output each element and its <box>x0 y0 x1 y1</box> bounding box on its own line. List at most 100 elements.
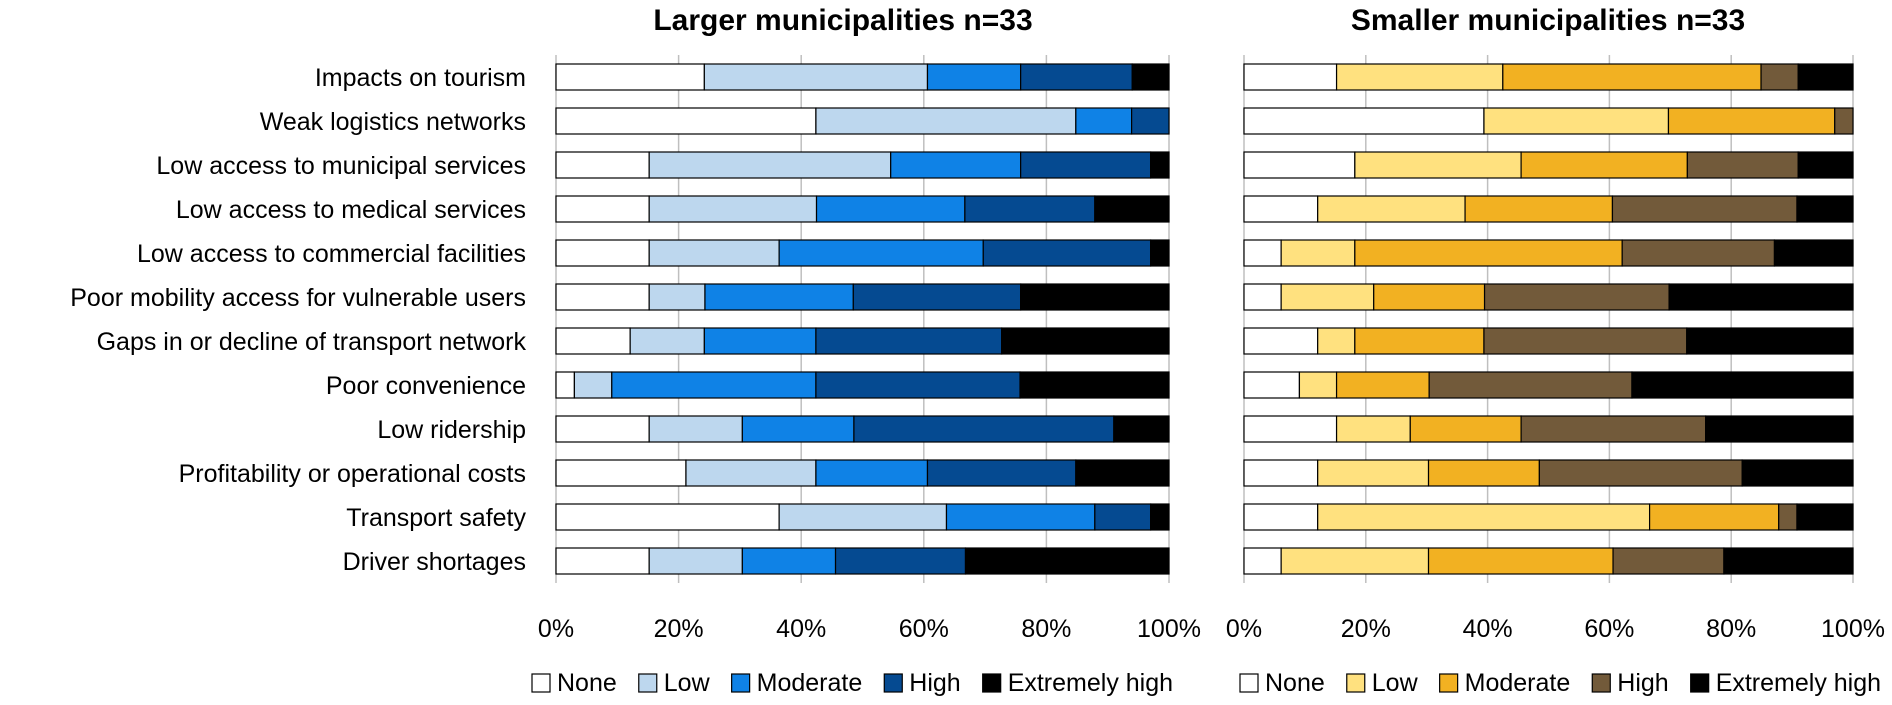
bar-extremely-high-gaps-in-or-decline-of-transport-network <box>1001 327 1170 355</box>
bar-none-gaps-in-or-decline-of-transport-network <box>555 327 631 355</box>
bar-low-low-ridership <box>1335 415 1411 443</box>
bar-moderate-low-access-to-commercial-facilities <box>778 239 984 267</box>
legend-label-none: None <box>557 669 617 697</box>
bar-low-driver-shortages <box>648 547 743 575</box>
x-tick-label: 100% <box>1821 615 1885 643</box>
bar-none-low-access-to-commercial-facilities <box>555 239 650 267</box>
bar-extremely-high-driver-shortages <box>964 547 1170 575</box>
legend-swatch-low <box>638 673 658 693</box>
bar-moderate-driver-shortages <box>741 547 837 575</box>
legend-label-extremely-high: Extremely high <box>1716 669 1881 697</box>
bar-none-poor-mobility-access-for-vulnerable-users <box>555 283 650 311</box>
chart-title: Smaller municipalities n=33 <box>1351 4 1745 37</box>
bar-moderate-gaps-in-or-decline-of-transport-network <box>703 327 817 355</box>
bar-low-profitability-or-operational-costs <box>685 459 817 487</box>
bar-none-poor-convenience <box>555 371 575 399</box>
legend-swatch-none <box>531 673 551 693</box>
bar-moderate-transport-safety <box>945 503 1096 531</box>
x-tick-label: 20% <box>1341 615 1391 643</box>
bar-moderate-poor-convenience <box>611 371 817 399</box>
bar-moderate-low-access-to-medical-services <box>815 195 966 223</box>
bar-extremely-high-low-ridership <box>1113 415 1170 443</box>
bar-high-low-ridership <box>1520 415 1707 443</box>
bar-none-gaps-in-or-decline-of-transport-network <box>1243 327 1319 355</box>
bar-low-gaps-in-or-decline-of-transport-network <box>1317 327 1356 355</box>
bar-low-poor-mobility-access-for-vulnerable-users <box>648 283 706 311</box>
bar-moderate-weak-logistics-networks <box>1667 107 1836 135</box>
x-tick-label: 80% <box>1706 615 1756 643</box>
bar-moderate-poor-convenience <box>1335 371 1430 399</box>
bar-high-low-ridership <box>853 415 1115 443</box>
bar-high-gaps-in-or-decline-of-transport-network <box>1483 327 1688 355</box>
legend-swatch-low <box>1346 673 1366 693</box>
bar-moderate-low-access-to-municipal-services <box>1520 151 1688 179</box>
x-tick-label: 100% <box>1137 615 1201 643</box>
bar-extremely-high-profitability-or-operational-costs <box>1075 459 1170 487</box>
bar-low-poor-convenience <box>573 371 613 399</box>
bar-high-gaps-in-or-decline-of-transport-network <box>815 327 1003 355</box>
bar-high-impacts-on-tourism <box>1020 63 1133 91</box>
bar-moderate-weak-logistics-networks <box>1075 107 1133 135</box>
bar-low-impacts-on-tourism <box>703 63 929 91</box>
x-tick-label: 60% <box>1584 615 1634 643</box>
bar-low-low-access-to-medical-services <box>1317 195 1466 223</box>
bar-high-impacts-on-tourism <box>1760 63 1799 91</box>
bar-none-low-ridership <box>1243 415 1338 443</box>
bar-moderate-impacts-on-tourism <box>1502 63 1762 91</box>
bar-moderate-poor-mobility-access-for-vulnerable-users <box>1373 283 1486 311</box>
bar-low-weak-logistics-networks <box>815 107 1077 135</box>
bar-none-low-ridership <box>555 415 650 443</box>
bar-extremely-high-impacts-on-tourism <box>1131 63 1170 91</box>
category-label: Weak logistics networks <box>260 108 526 136</box>
bar-extremely-high-low-access-to-commercial-facilities <box>1150 239 1170 267</box>
bar-none-transport-safety <box>1243 503 1319 531</box>
bar-extremely-high-low-access-to-medical-services <box>1094 195 1170 223</box>
bar-low-low-access-to-medical-services <box>648 195 818 223</box>
legend-label-extremely-high: Extremely high <box>1008 669 1173 697</box>
bar-low-low-access-to-commercial-facilities <box>1280 239 1356 267</box>
bar-low-profitability-or-operational-costs <box>1317 459 1430 487</box>
bar-moderate-low-access-to-commercial-facilities <box>1354 239 1623 267</box>
legend-swatch-moderate <box>1439 673 1459 693</box>
bar-extremely-high-transport-safety <box>1150 503 1170 531</box>
bar-high-low-access-to-medical-services <box>964 195 1096 223</box>
category-label: Low access to municipal services <box>156 152 526 180</box>
category-label: Poor convenience <box>326 372 526 400</box>
bar-none-impacts-on-tourism <box>555 63 705 91</box>
bar-extremely-high-poor-convenience <box>1631 371 1854 399</box>
bar-high-driver-shortages <box>834 547 967 575</box>
bar-extremely-high-impacts-on-tourism <box>1797 63 1854 91</box>
bar-high-transport-safety <box>1094 503 1152 531</box>
bar-moderate-low-access-to-medical-services <box>1464 195 1614 223</box>
bar-high-profitability-or-operational-costs <box>1538 459 1743 487</box>
bar-moderate-low-ridership <box>741 415 855 443</box>
bar-none-low-access-to-commercial-facilities <box>1243 239 1282 267</box>
bar-extremely-high-poor-convenience <box>1019 371 1170 399</box>
legend-label-none: None <box>1265 669 1325 697</box>
bar-moderate-gaps-in-or-decline-of-transport-network <box>1354 327 1485 355</box>
legend-label-moderate: Moderate <box>1465 669 1571 697</box>
bar-low-gaps-in-or-decline-of-transport-network <box>629 327 705 355</box>
bar-low-transport-safety <box>1317 503 1651 531</box>
bar-high-low-access-to-commercial-facilities <box>982 239 1152 267</box>
bar-low-impacts-on-tourism <box>1335 63 1504 91</box>
bar-none-low-access-to-municipal-services <box>1243 151 1356 179</box>
bar-moderate-transport-safety <box>1648 503 1780 531</box>
bar-none-low-access-to-medical-services <box>555 195 650 223</box>
chart-panel-2: Smaller municipalities n=33 0% 20% 40% 60% 80… <box>1226 4 1885 697</box>
bar-none-low-access-to-medical-services <box>1243 195 1319 223</box>
x-tick-label: 40% <box>776 615 826 643</box>
category-label: Poor mobility access for vulnerable user… <box>70 284 526 312</box>
bar-low-poor-mobility-access-for-vulnerable-users <box>1280 283 1375 311</box>
bar-extremely-high-driver-shortages <box>1723 547 1854 575</box>
bar-high-transport-safety <box>1778 503 1798 531</box>
bar-moderate-low-ridership <box>1409 415 1522 443</box>
bar-high-profitability-or-operational-costs <box>926 459 1077 487</box>
bar-extremely-high-gaps-in-or-decline-of-transport-network <box>1686 327 1854 355</box>
bar-extremely-high-poor-mobility-access-for-vulnerable-users <box>1020 283 1170 311</box>
category-label: Low access to medical services <box>176 196 526 224</box>
legend-swatch-high <box>1591 673 1611 693</box>
bar-low-low-ridership <box>648 415 743 443</box>
